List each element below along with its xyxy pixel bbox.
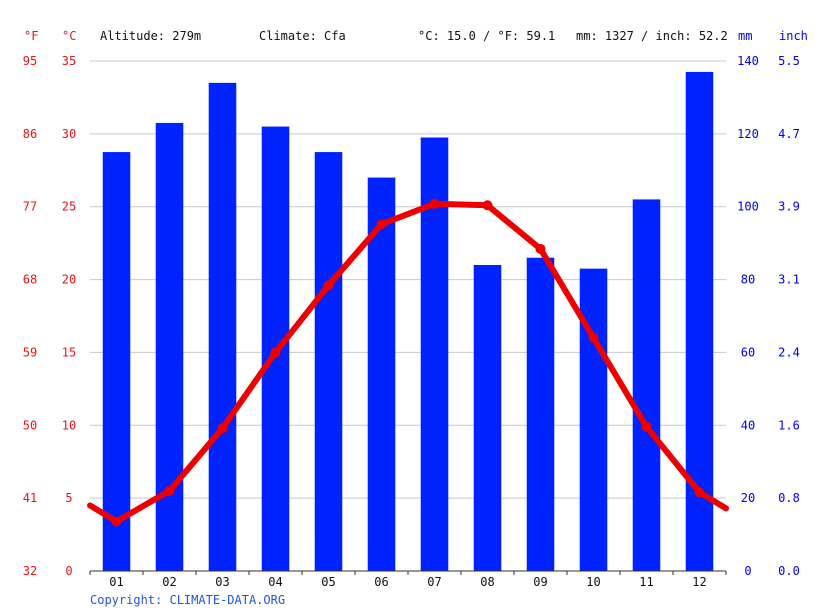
temperature-point <box>270 347 281 358</box>
inch-tick: 0.8 <box>778 491 800 505</box>
inch-tick: 5.5 <box>778 54 800 68</box>
mm-tick: 120 <box>737 127 759 141</box>
precipitation-bar <box>208 82 237 571</box>
month-label: 05 <box>321 575 335 589</box>
month-axis: 01 02 03 04 05 06 07 08 09 10 11 12 <box>109 575 706 589</box>
month-label: 06 <box>374 575 388 589</box>
fahrenheit-tick: 50 <box>23 418 37 432</box>
celsius-unit-label: °C <box>62 29 76 43</box>
celsius-tick: 20 <box>62 273 76 287</box>
temperature-points <box>111 198 705 527</box>
temperature-point <box>482 200 493 211</box>
mm-tick: 60 <box>741 345 755 359</box>
temperature-point <box>111 516 122 527</box>
precipitation-total-label: mm: 1327 / inch: 52.2 <box>576 29 728 43</box>
temperature-point <box>376 219 387 230</box>
mm-tick: 140 <box>737 54 759 68</box>
copyright-label: Copyright: CLIMATE-DATA.ORG <box>90 593 285 607</box>
inch-tick: 2.4 <box>778 345 800 359</box>
inch-tick: 4.7 <box>778 127 800 141</box>
celsius-tick: 15 <box>62 345 76 359</box>
month-label: 09 <box>533 575 547 589</box>
month-label: 02 <box>162 575 176 589</box>
inch-tick: 1.6 <box>778 418 800 432</box>
month-label: 11 <box>639 575 653 589</box>
precipitation-bar <box>155 122 184 571</box>
precipitation-bar <box>102 152 131 572</box>
fahrenheit-axis: 32 41 50 59 68 77 86 95 <box>23 54 37 578</box>
x-axis-ticks <box>89 571 727 575</box>
month-label: 10 <box>586 575 600 589</box>
precipitation-bar <box>314 152 343 572</box>
fahrenheit-tick: 59 <box>23 345 37 359</box>
inch-axis: 0.0 0.8 1.6 2.4 3.1 3.9 4.7 5.5 <box>778 54 800 578</box>
month-label: 07 <box>427 575 441 589</box>
celsius-tick: 35 <box>62 54 76 68</box>
temperature-point <box>641 421 652 432</box>
mm-unit-label: mm <box>738 29 752 43</box>
mm-tick: 0 <box>744 564 751 578</box>
precipitation-bar <box>473 265 502 571</box>
month-label: 03 <box>215 575 229 589</box>
fahrenheit-tick: 86 <box>23 127 37 141</box>
temperature-line <box>87 200 729 525</box>
gridlines <box>90 60 726 499</box>
inch-tick: 3.9 <box>778 200 800 214</box>
month-label: 01 <box>109 575 123 589</box>
mm-tick: 20 <box>741 491 755 505</box>
inch-tick: 0.0 <box>778 564 800 578</box>
mm-tick: 80 <box>741 273 755 287</box>
inch-unit-label: inch <box>779 29 808 43</box>
temperature-point <box>694 487 705 498</box>
temperature-point <box>535 243 546 254</box>
fahrenheit-tick: 77 <box>23 200 37 214</box>
celsius-tick: 25 <box>62 200 76 214</box>
month-label: 04 <box>268 575 282 589</box>
inch-tick: 3.1 <box>778 273 800 287</box>
celsius-tick: 10 <box>62 418 76 432</box>
celsius-tick: 30 <box>62 127 76 141</box>
temperature-point <box>588 332 599 343</box>
mm-tick: 100 <box>737 200 759 214</box>
fahrenheit-tick: 68 <box>23 273 37 287</box>
precipitation-bar <box>579 268 608 571</box>
temperature-point <box>323 280 334 291</box>
temperature-point <box>164 485 175 496</box>
month-label: 12 <box>692 575 706 589</box>
celsius-tick: 5 <box>65 491 72 505</box>
fahrenheit-tick: 95 <box>23 54 37 68</box>
mm-tick: 40 <box>741 418 755 432</box>
fahrenheit-tick: 32 <box>23 564 37 578</box>
temperature-point <box>217 423 228 434</box>
fahrenheit-unit-label: °F <box>24 29 38 43</box>
fahrenheit-tick: 41 <box>23 491 37 505</box>
precipitation-bars <box>102 71 714 572</box>
mm-axis: 0 20 40 60 80 100 120 140 <box>737 54 759 578</box>
precipitation-bar <box>632 199 661 571</box>
celsius-tick: 0 <box>65 564 72 578</box>
climate-label: Climate: Cfa <box>259 29 346 43</box>
temperature-average-label: °C: 15.0 / °F: 59.1 <box>418 29 555 43</box>
celsius-axis: 0 5 10 15 20 25 30 35 <box>62 54 76 578</box>
month-label: 08 <box>480 575 494 589</box>
precipitation-bar <box>367 177 396 572</box>
precipitation-bar <box>526 257 555 571</box>
altitude-label: Altitude: 279m <box>100 29 201 43</box>
temperature-point <box>429 198 440 209</box>
